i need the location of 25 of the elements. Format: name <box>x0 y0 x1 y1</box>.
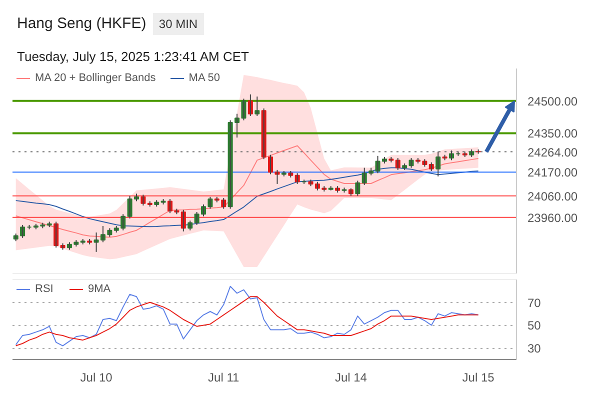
y-tick-label: 24264.00 <box>528 145 578 160</box>
chart-title: Hang Seng (HKFE) <box>17 15 146 32</box>
line-series <box>15 296 479 346</box>
legend-label: MA 20 + Bollinger Bands <box>35 72 156 84</box>
y-tick-label: 24350.00 <box>528 126 578 141</box>
legend-label: MA 50 <box>188 72 220 84</box>
x-tick-label: Jul 15 <box>462 370 495 384</box>
y-tick-label: 24500.00 <box>528 94 578 108</box>
y-tick-label: 24170.00 <box>528 166 578 180</box>
x-tick-label: Jul 10 <box>80 370 113 384</box>
legend-label: 9MA <box>88 283 111 295</box>
candlestick <box>476 148 481 154</box>
x-tick-label: Jul 11 <box>208 370 240 384</box>
y-tick-label: 70 <box>528 296 542 310</box>
line-series <box>15 286 479 346</box>
y-tick-label: 30 <box>528 342 542 356</box>
candlestick <box>160 198 166 205</box>
text: Tuesday, July 15, 2025 1:23:41 AM CET <box>17 48 249 66</box>
x-tick-label: Jul 14 <box>334 370 368 384</box>
chart-subtitle: 30 MIN <box>152 13 204 35</box>
candlestick <box>462 151 468 158</box>
y-tick-label: 23960.00 <box>528 210 578 225</box>
y-tick-label: 24060.00 <box>528 189 578 204</box>
legend-label: RSI <box>35 283 54 295</box>
y-tick-label: 50 <box>528 318 542 333</box>
